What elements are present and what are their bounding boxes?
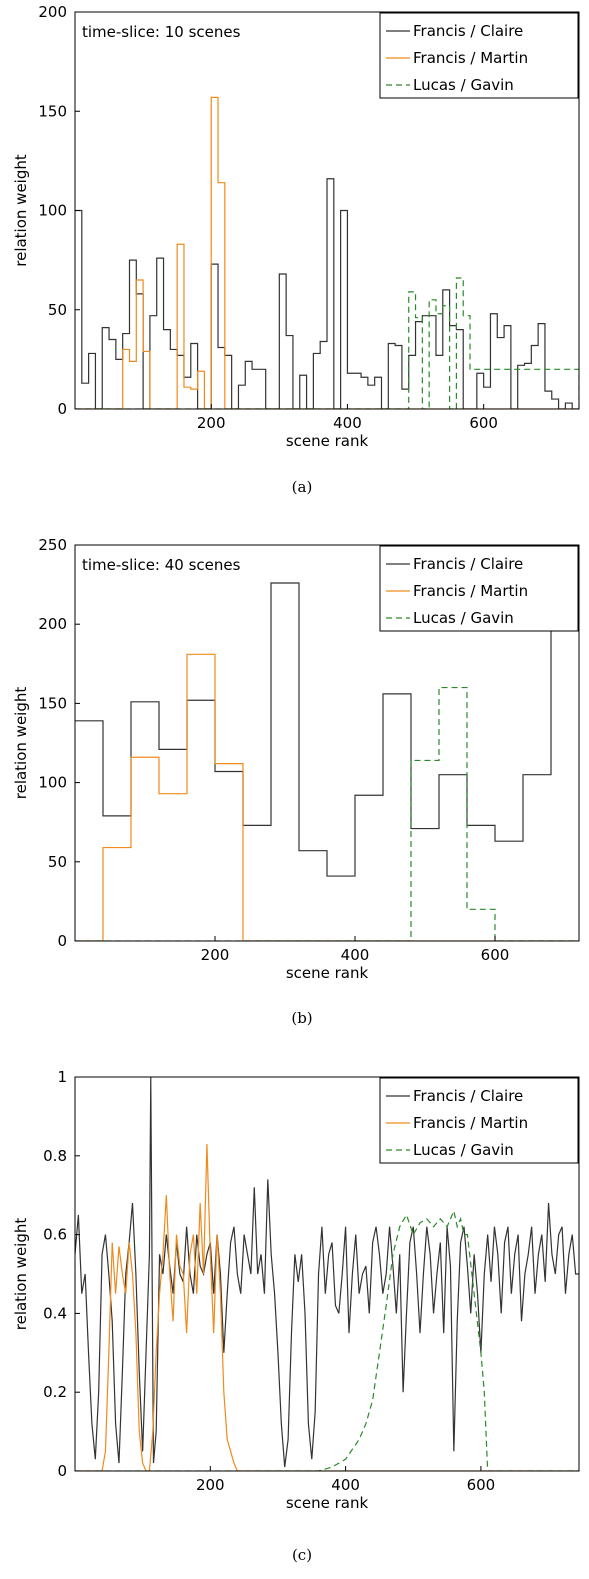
series-line-2	[75, 277, 579, 409]
x-axis-label: scene rank	[286, 964, 369, 982]
y-tick-label: 0	[57, 400, 67, 418]
x-tick-label: 600	[467, 1476, 496, 1494]
time-slice-annotation: time-slice: 40 scenes	[82, 556, 241, 574]
y-tick-label: 250	[38, 536, 67, 554]
legend-box	[379, 1077, 579, 1164]
series-line-2	[75, 1208, 579, 1471]
series-line-2	[75, 686, 579, 941]
y-tick-label: 50	[48, 853, 67, 871]
y-tick-label: 200	[38, 3, 67, 21]
y-tick-label: 150	[38, 694, 67, 712]
x-axis-label: scene rank	[286, 1494, 369, 1512]
legend-label-0: Francis / Claire	[413, 1087, 523, 1105]
y-axis-label: relation weight	[12, 1218, 30, 1331]
legend-label-2: Lucas / Gavin	[413, 76, 514, 94]
x-tick-label: 400	[331, 1476, 360, 1494]
legend-label-0: Francis / Claire	[413, 555, 523, 573]
series-line-1	[75, 653, 579, 941]
series-line-0	[75, 1077, 579, 1468]
y-tick-label: 100	[38, 202, 67, 220]
y-tick-label: 0.2	[43, 1383, 67, 1401]
legend-label-2: Lucas / Gavin	[413, 1141, 514, 1159]
x-tick-label: 200	[197, 414, 226, 432]
legend-label-0: Francis / Claire	[413, 22, 523, 40]
series-line-1	[75, 96, 579, 409]
legend-box	[379, 12, 579, 99]
y-axis-label: relation weight	[12, 687, 30, 800]
panel-caption: (a)	[292, 478, 313, 496]
x-tick-label: 600	[481, 946, 510, 964]
x-tick-label: 200	[196, 1476, 225, 1494]
legend-label-1: Francis / Martin	[413, 49, 528, 67]
chart-panel-a: 200 400 600 0 50 100 150 200 scene rank relation …	[12, 3, 580, 496]
y-tick-label: 1	[57, 1068, 67, 1086]
legend-label-1: Francis / Martin	[413, 1114, 528, 1132]
y-tick-label: 150	[38, 102, 67, 120]
plot-frame	[74, 544, 580, 942]
y-tick-label: 100	[38, 774, 67, 792]
series-line-1	[75, 1143, 579, 1471]
legend-box	[379, 545, 579, 632]
y-tick-label: 0.8	[43, 1147, 67, 1165]
y-tick-label: 0	[57, 1462, 67, 1480]
x-tick-label: 200	[201, 946, 230, 964]
legend-label-1: Francis / Martin	[413, 582, 528, 600]
y-tick-label: 0	[57, 932, 67, 950]
y-tick-label: 0.6	[43, 1226, 67, 1244]
x-tick-label: 400	[333, 414, 362, 432]
y-axis-label: relation weight	[12, 154, 30, 267]
y-tick-label: 0.4	[43, 1304, 67, 1322]
y-tick-label: 50	[48, 301, 67, 319]
chart-panel-b: 200 400 600 0 50 100 150 200 250 scene rank relati…	[12, 536, 580, 1027]
x-tick-label: 400	[341, 946, 370, 964]
legend-label-2: Lucas / Gavin	[413, 609, 514, 627]
panel-caption: (b)	[291, 1009, 312, 1027]
x-tick-label: 600	[469, 414, 498, 432]
chart-panel-c: 200 400 600 0 0.2 0.4 0.6 0.8 1 scene rank relatio…	[12, 1068, 580, 1564]
y-tick-label: 200	[38, 615, 67, 633]
x-axis-label: scene rank	[286, 432, 369, 450]
time-slice-annotation: time-slice: 10 scenes	[82, 23, 241, 41]
series-line-0	[75, 582, 579, 877]
plot-frame	[74, 1076, 580, 1472]
series-line-0	[75, 178, 579, 409]
panel-caption: (c)	[292, 1546, 312, 1564]
